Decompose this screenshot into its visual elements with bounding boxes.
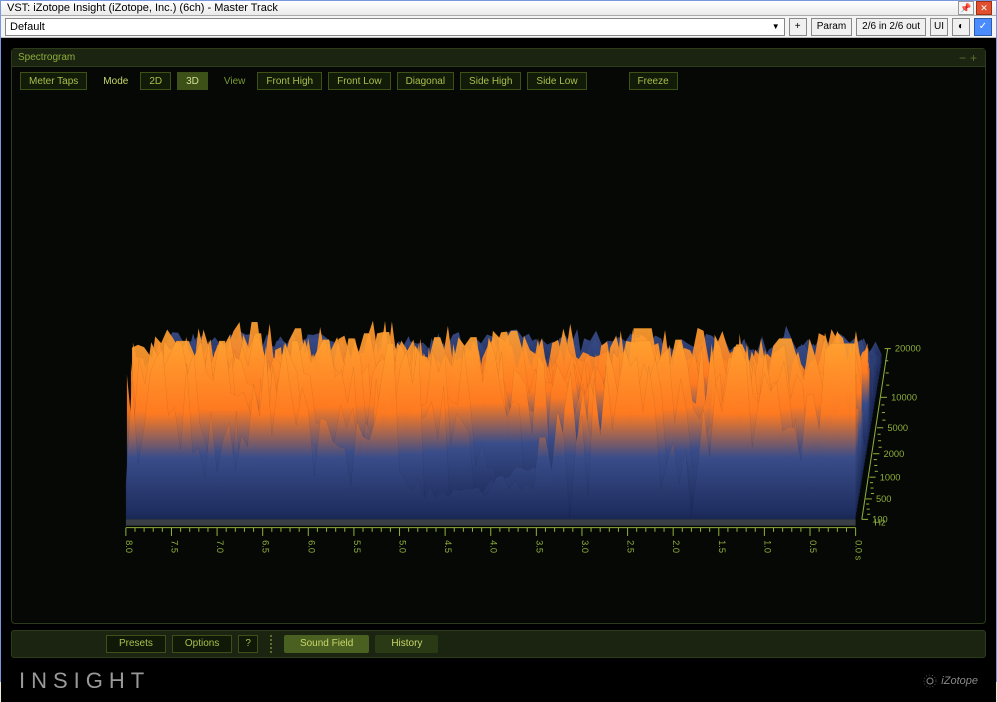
titlebar: VST: iZotope Insight (iZotope, Inc.) (6c… [1, 1, 996, 16]
dropdown-arrow-icon: ▼ [772, 22, 780, 31]
svg-text:10000: 10000 [891, 392, 917, 402]
preset-select[interactable]: Default ▼ [5, 18, 785, 36]
add-preset-button[interactable]: + [789, 18, 807, 36]
mode-3d-button[interactable]: 3D [177, 72, 208, 90]
brand-row: INSIGHT iZotope [11, 664, 986, 698]
ui-button[interactable]: UI [930, 18, 948, 36]
mode-label: Mode [93, 76, 134, 87]
svg-text:6.0: 6.0 [306, 540, 316, 553]
window-title: VST: iZotope Insight (iZotope, Inc.) (6c… [5, 2, 958, 14]
svg-text:1.5: 1.5 [717, 540, 727, 553]
help-button[interactable]: ? [238, 635, 258, 653]
svg-text:2.0: 2.0 [671, 540, 681, 553]
svg-text:8.0: 8.0 [124, 540, 134, 553]
panel-toolbar: Meter Taps Mode 2D 3D View Front High Fr… [12, 67, 985, 95]
plugin-area: Spectrogram − + Meter Taps Mode 2D 3D Vi… [1, 38, 996, 702]
svg-text:3.0: 3.0 [580, 540, 590, 553]
spectrogram-panel: Spectrogram − + Meter Taps Mode 2D 3D Vi… [11, 48, 986, 624]
svg-text:20000: 20000 [895, 344, 921, 354]
bypass-icon[interactable]: ◐ [952, 18, 970, 36]
view-side-low-button[interactable]: Side Low [527, 72, 586, 90]
svg-text:4.0: 4.0 [489, 540, 499, 553]
titlebar-buttons: 📌 ✕ [958, 1, 992, 15]
svg-text:7.0: 7.0 [215, 540, 225, 553]
view-label: View [214, 76, 252, 87]
presets-button[interactable]: Presets [106, 635, 166, 653]
freeze-button[interactable]: Freeze [629, 72, 678, 90]
svg-text:1.0: 1.0 [762, 540, 772, 553]
svg-text:3.5: 3.5 [534, 540, 544, 553]
panel-header: Spectrogram − + [12, 49, 985, 67]
svg-text:2.5: 2.5 [626, 540, 636, 553]
view-front-low-button[interactable]: Front Low [328, 72, 390, 90]
view-diagonal-button[interactable]: Diagonal [397, 72, 454, 90]
svg-text:500: 500 [876, 494, 892, 504]
svg-text:2000: 2000 [884, 449, 905, 459]
tab-history[interactable]: History [375, 635, 438, 653]
maximize-panel-icon[interactable]: + [968, 51, 979, 65]
company-logo: iZotope [923, 674, 978, 688]
close-icon[interactable]: ✕ [976, 1, 992, 15]
host-toolbar: Default ▼ + Param 2/6 in 2/6 out UI ◐ ✓ [1, 16, 996, 38]
param-button[interactable]: Param [811, 18, 852, 36]
preset-value: Default [10, 21, 45, 33]
svg-text:4.5: 4.5 [443, 540, 453, 553]
svg-text:0.0 s: 0.0 s [854, 540, 864, 561]
svg-text:7.5: 7.5 [169, 540, 179, 553]
svg-text:0.5: 0.5 [808, 540, 818, 553]
plugin-window: VST: iZotope Insight (iZotope, Inc.) (6c… [0, 0, 997, 682]
enable-checkbox[interactable]: ✓ [974, 18, 992, 36]
izotope-icon [923, 674, 937, 688]
product-logo: INSIGHT [19, 668, 150, 694]
mode-2d-button[interactable]: 2D [140, 72, 171, 90]
svg-text:Hz: Hz [874, 518, 886, 528]
meter-taps-button[interactable]: Meter Taps [20, 72, 87, 90]
svg-text:5000: 5000 [887, 423, 908, 433]
panel-title: Spectrogram [18, 52, 75, 63]
svg-text:5.0: 5.0 [398, 540, 408, 553]
options-button[interactable]: Options [172, 635, 232, 653]
svg-text:1000: 1000 [880, 472, 901, 482]
spectrogram-canvas[interactable]: 8.0 7.5 7.0 6.5 6.0 5.5 5.0 4.5 4.0 3.5 3.0 2.5 2.0 1… [12, 95, 985, 623]
view-side-high-button[interactable]: Side High [460, 72, 521, 90]
bottom-bar: Presets Options ? Sound Field History [11, 630, 986, 658]
svg-text:6.5: 6.5 [261, 540, 271, 553]
pin-icon[interactable]: 📌 [958, 1, 974, 15]
view-front-high-button[interactable]: Front High [257, 72, 322, 90]
tab-sound-field[interactable]: Sound Field [284, 635, 369, 653]
minimize-panel-icon[interactable]: − [957, 51, 968, 65]
routing-button[interactable]: 2/6 in 2/6 out [856, 18, 926, 36]
svg-text:5.5: 5.5 [352, 540, 362, 553]
